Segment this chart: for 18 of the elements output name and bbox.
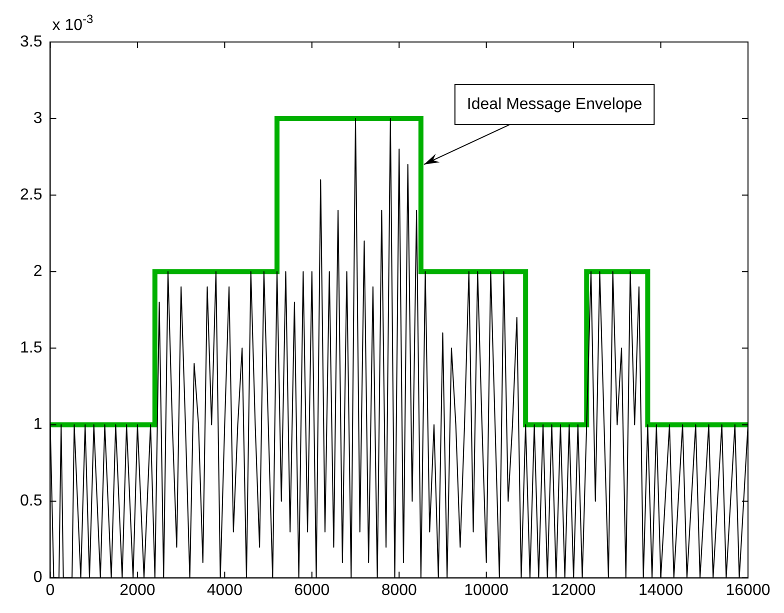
y-tick-label: 3	[33, 110, 42, 127]
x-tick-label: 16000	[726, 582, 770, 599]
x-tick-label: 6000	[294, 582, 330, 599]
y-tick-label: 1	[33, 416, 42, 434]
y-tick-label: 1.5	[20, 340, 42, 357]
x-tick-label: 4000	[206, 582, 243, 599]
y-tick-label: 2.5	[20, 186, 42, 204]
y-tick-label: 0	[33, 569, 42, 586]
x-tick-label: 2000	[120, 582, 156, 599]
y-tick-label: 2	[33, 263, 42, 280]
annotation: Ideal Message Envelope	[466, 96, 642, 113]
x-tick-label: 0	[46, 582, 55, 599]
x-tick-label: 14000	[638, 582, 684, 599]
x-tick-label: 8000	[381, 582, 418, 599]
y-tick-label: 0.5	[20, 492, 42, 510]
y-tick-label: 3.5	[20, 33, 42, 50]
x-tick-label: 12000	[551, 582, 596, 599]
x-tick-label: 10000	[464, 582, 509, 599]
